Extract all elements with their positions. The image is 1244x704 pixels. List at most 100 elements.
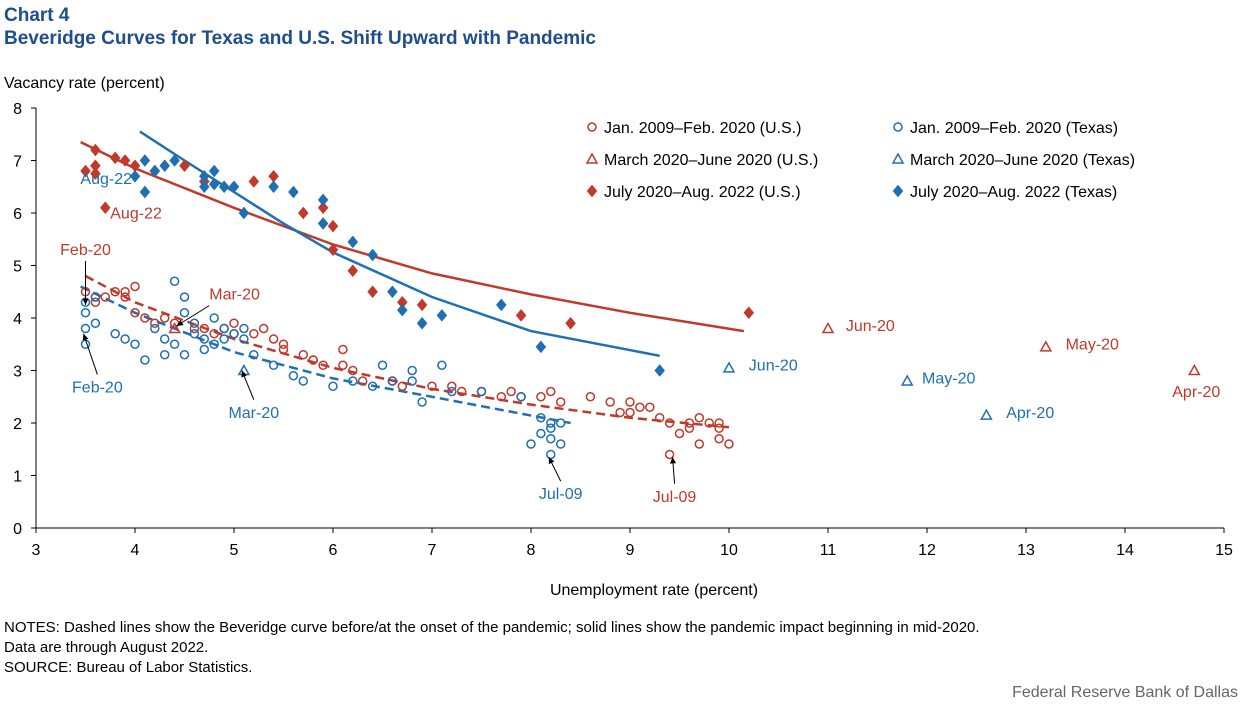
us-diamond-point xyxy=(119,154,131,167)
annotation-label: May-20 xyxy=(922,371,975,388)
us-circle-point xyxy=(318,360,328,370)
annotation-arrowhead xyxy=(670,457,677,464)
texas-circle-point xyxy=(546,434,556,444)
x-tick-label: 14 xyxy=(1116,542,1134,559)
us-circle-point xyxy=(714,418,724,428)
y-tick-label: 1 xyxy=(13,469,22,486)
us-solid-fit-line xyxy=(80,140,745,333)
us-circle-point xyxy=(536,392,546,402)
us-circle-point xyxy=(348,365,358,376)
annotation-arrowhead xyxy=(241,370,248,378)
us-circle-point xyxy=(694,413,705,423)
legend-marker xyxy=(891,152,905,164)
us-circle-point xyxy=(427,381,437,391)
us-diamond-point xyxy=(416,298,428,312)
chart-title-block: Chart 4 Beveridge Curves for Texas and U… xyxy=(4,4,596,50)
us-diamond-point xyxy=(90,143,101,157)
texas-diamond-point xyxy=(347,235,359,249)
us-circle-point xyxy=(110,287,120,297)
us-circle-point xyxy=(268,334,279,344)
texas-diamond-point xyxy=(268,180,279,194)
annotation-label: Apr-20 xyxy=(1172,384,1220,401)
texas-solid-fit-line xyxy=(139,130,660,358)
texas-diamond-point xyxy=(436,308,448,322)
texas-circle-point xyxy=(437,360,447,370)
texas-circle-point xyxy=(298,376,309,386)
legend-marker xyxy=(892,184,904,198)
us-circle-point xyxy=(506,386,516,397)
y-tick-label: 2 xyxy=(13,416,22,433)
us-circle-point xyxy=(258,323,269,334)
texas-circle-point xyxy=(219,334,229,344)
legend-item: March 2020–June 2020 (U.S.) xyxy=(585,152,818,169)
texas-circle-point xyxy=(239,334,249,344)
annotation-arrow xyxy=(176,305,210,327)
us-circle-point xyxy=(159,313,170,323)
texas-circle-point xyxy=(199,344,210,355)
annotation-label: Jul-09 xyxy=(653,489,697,506)
us-diamond-point xyxy=(179,159,190,173)
texas-circle-point xyxy=(546,449,556,460)
us-dashed-fit-line xyxy=(84,274,730,429)
source-line: SOURCE: Bureau of Labor Statistics. xyxy=(4,659,253,676)
source-credit: Federal Reserve Bank of Dallas xyxy=(1012,684,1238,701)
us-circle-point xyxy=(635,402,645,412)
us-diamond-series xyxy=(80,143,755,330)
us-diamond-point xyxy=(367,285,378,299)
us-diamond-point xyxy=(90,167,101,181)
legend-item: July 2020–Aug. 2022 (U.S.) xyxy=(586,184,801,201)
note-line: NOTES: Dashed lines show the Beveridge c… xyxy=(4,619,980,636)
y-tick-label: 3 xyxy=(13,364,22,381)
us-triangle-series xyxy=(168,321,1201,376)
annotation-label: Jul-09 xyxy=(539,486,583,503)
legend-label: Jan. 2009–Feb. 2020 (U.S.) xyxy=(604,120,801,137)
texas-circle-point xyxy=(169,276,180,286)
texas-circle-point xyxy=(348,376,358,386)
legend-item: Jan. 2009–Feb. 2020 (U.S.) xyxy=(587,120,801,137)
us-diamond-point xyxy=(99,201,111,215)
legend-label: March 2020–June 2020 (U.S.) xyxy=(604,152,818,169)
us-circle-point xyxy=(397,381,408,391)
texas-circle-point xyxy=(516,392,526,402)
annotation-label: Feb-20 xyxy=(72,380,123,397)
texas-diamond-point xyxy=(129,169,141,183)
us-circle-point xyxy=(338,360,348,370)
texas-diamond-point xyxy=(317,217,329,230)
legend-marker xyxy=(893,122,903,132)
us-triangle-point xyxy=(1039,340,1053,352)
us-diamond-point xyxy=(297,206,309,220)
us-circle-point xyxy=(546,386,556,397)
texas-circle-point xyxy=(536,413,546,423)
us-circle-point xyxy=(555,397,566,407)
y-tick-label: 4 xyxy=(13,311,22,328)
texas-circle-point xyxy=(526,439,536,449)
annotation-label: Mar-20 xyxy=(209,287,260,304)
us-circle-point xyxy=(278,344,289,355)
texas-circle-point xyxy=(90,292,101,302)
annotation-arrowhead xyxy=(82,298,89,305)
legend-marker xyxy=(585,152,599,164)
texas-triangle-point xyxy=(722,361,736,373)
texas-circle-point xyxy=(229,329,239,339)
fit-lines xyxy=(80,130,745,429)
texas-circle-point xyxy=(239,323,249,334)
x-tick-label: 15 xyxy=(1215,542,1233,559)
annotation-arrowhead xyxy=(548,457,555,465)
us-circle-point xyxy=(664,418,675,428)
texas-diamond-point xyxy=(238,206,250,220)
y-tick-label: 0 xyxy=(13,521,22,538)
texas-circle-point xyxy=(80,323,91,334)
us-circle-point xyxy=(694,439,705,449)
us-circle-point xyxy=(140,313,150,323)
chart-title: Beveridge Curves for Texas and U.S. Shif… xyxy=(4,28,596,49)
texas-circle-point xyxy=(189,318,200,328)
us-circle-point xyxy=(684,418,695,428)
us-circle-point xyxy=(249,329,259,339)
x-axis-label: Unemployment rate (percent) xyxy=(550,582,758,599)
legend-label: March 2020–June 2020 (Texas) xyxy=(910,152,1135,169)
texas-circle-point xyxy=(546,423,556,433)
us-circle-point xyxy=(90,297,101,307)
texas-diamond-point xyxy=(535,340,547,354)
us-circle-point xyxy=(714,434,724,444)
